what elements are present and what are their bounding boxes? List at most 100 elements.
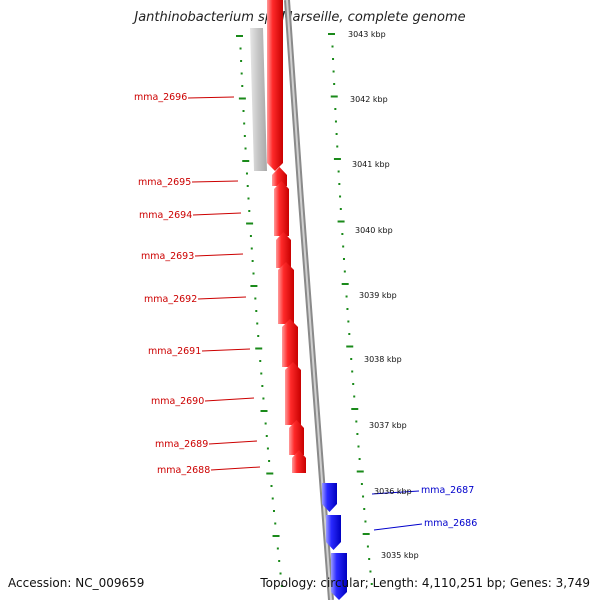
mma_2692-feature <box>278 262 294 324</box>
inner-tick <box>260 410 268 412</box>
inner-tick <box>278 560 281 562</box>
inner-tick <box>255 347 263 350</box>
outer-tick <box>356 470 364 473</box>
mma_2688-feature <box>292 450 306 473</box>
mma_2686-feature <box>331 553 347 600</box>
inner-tick <box>266 447 269 450</box>
mma_2694-leader <box>192 212 242 216</box>
outer-tick <box>339 195 342 198</box>
inner-tick <box>250 247 253 250</box>
mma_2694-label: mma_2694 <box>139 210 192 221</box>
outer-tick <box>337 170 340 173</box>
outer-tick <box>334 108 337 110</box>
inner-tick <box>249 235 252 237</box>
inner-tick <box>256 322 259 325</box>
ruler-label: 3038 kbp <box>364 355 402 364</box>
mma_2691-label: mma_2691 <box>148 346 201 357</box>
map-title: Janthinobacterium sp. Marseille, complet… <box>134 10 466 25</box>
mma_2694-feature <box>274 181 289 236</box>
mma_2696-feature <box>267 0 283 171</box>
inner-tick <box>250 285 258 287</box>
inner-tick <box>262 397 265 400</box>
mma_2690-leader <box>204 397 255 402</box>
inner-tick <box>257 335 260 337</box>
inner-tick <box>244 147 247 150</box>
outer-tick <box>366 545 369 548</box>
outer-tick <box>345 295 348 298</box>
mma_2693-label: mma_2693 <box>141 251 194 262</box>
mma_2695-label: mma_2695 <box>138 177 191 188</box>
outer-tick <box>342 245 345 248</box>
mma_2686-feature <box>326 515 341 550</box>
ruler-label: 3035 kbp <box>381 551 419 560</box>
gray-feature-block <box>250 28 267 171</box>
mma_2690-label: mma_2690 <box>151 396 204 407</box>
outer-tick <box>335 133 338 135</box>
outer-tick <box>357 445 360 448</box>
inner-tick <box>241 85 244 87</box>
outer-tick <box>356 433 359 435</box>
mma_2693-feature <box>276 232 291 268</box>
mma_2688-leader <box>210 466 261 471</box>
outer-tick <box>362 533 370 535</box>
inner-tick <box>255 310 258 312</box>
inner-tick <box>240 72 243 75</box>
outer-tick <box>358 458 361 460</box>
mma_2696-leader <box>187 96 235 99</box>
outer-tick <box>333 83 336 85</box>
mma_2691-leader <box>201 348 251 352</box>
inner-tick <box>259 360 262 362</box>
inner-tick <box>271 497 274 500</box>
inner-tick <box>251 260 254 262</box>
outer-tick <box>328 33 335 35</box>
outer-tick <box>334 120 337 123</box>
mma_2686-label: mma_2686 <box>424 518 477 529</box>
inner-tick <box>265 435 268 437</box>
inner-tick <box>239 47 242 50</box>
mma_2696-label: mma_2696 <box>134 92 187 103</box>
outer-tick <box>351 408 359 410</box>
inner-tick <box>248 210 251 212</box>
outer-tick <box>338 183 341 185</box>
inner-tick <box>246 222 254 225</box>
outer-tick <box>350 358 353 360</box>
mma_2693-leader <box>194 253 244 257</box>
outer-tick <box>341 283 349 285</box>
mma_2687-label: mma_2687 <box>421 485 474 496</box>
outer-tick <box>363 508 366 510</box>
mma_2695-feature <box>272 167 287 186</box>
mma_2689-leader <box>208 440 258 445</box>
inner-tick <box>243 122 246 125</box>
inner-tick <box>261 385 264 387</box>
outer-tick <box>331 45 334 48</box>
ruler-label: 3042 kbp <box>350 95 388 104</box>
inner-tick <box>240 60 243 62</box>
outer-tick <box>341 233 344 235</box>
ruler-label: 3040 kbp <box>355 226 393 235</box>
outer-tick <box>332 58 335 60</box>
outer-tick <box>332 70 335 73</box>
inner-tick <box>276 547 279 550</box>
inner-tick <box>260 372 263 375</box>
outer-tick <box>351 370 354 373</box>
outer-tick <box>347 320 350 323</box>
mma_2688-label: mma_2688 <box>157 465 210 476</box>
ruler-label: 3039 kbp <box>359 291 397 300</box>
outer-tick <box>337 220 345 223</box>
outer-tick <box>369 570 372 573</box>
outer-tick <box>342 258 345 260</box>
inner-tick <box>245 172 248 175</box>
outer-tick <box>339 208 342 210</box>
mma_2690-feature <box>285 362 301 425</box>
mma_2687-feature <box>322 483 337 512</box>
inner-tick <box>247 197 250 200</box>
mma_2687-leader <box>371 490 420 495</box>
ruler-label: 3037 kbp <box>369 421 407 430</box>
inner-tick <box>272 535 280 537</box>
inner-tick <box>266 472 274 475</box>
outer-tick <box>368 558 371 560</box>
inner-tick <box>268 460 271 462</box>
inner-tick <box>236 35 243 37</box>
inner-tick <box>238 97 246 100</box>
mma_2689-label: mma_2689 <box>155 439 208 450</box>
